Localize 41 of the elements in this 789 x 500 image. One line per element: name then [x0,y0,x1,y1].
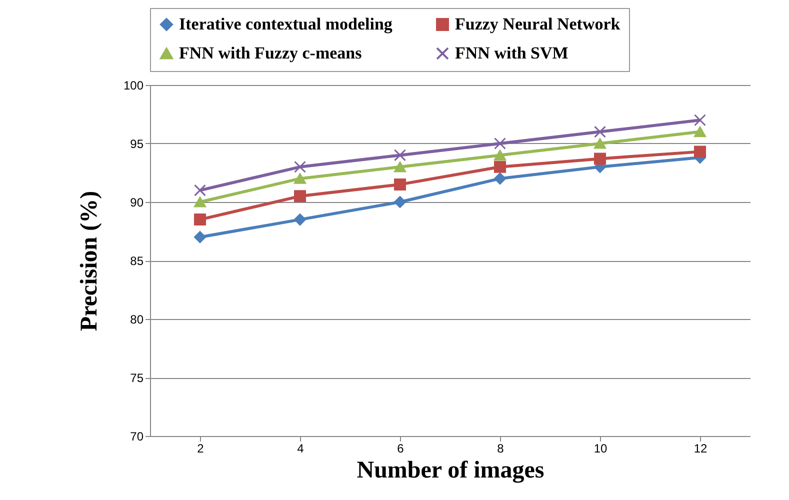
x-tick-label: 2 [197,442,204,456]
legend-label: FNN with SVM [455,44,568,62]
y-tick-label: 85 [130,254,144,268]
point [194,214,206,226]
legend-label: FNN with Fuzzy c-means [179,44,362,62]
point [494,160,506,173]
point [394,196,406,208]
point [594,152,606,165]
legend-label: Iterative contextual modeling [179,14,393,34]
x-tick-label: 8 [497,442,504,456]
x-tick-label: 10 [594,442,608,456]
y-tick-label: 70 [130,430,144,444]
y-tick-label: 80 [130,312,144,326]
point [194,184,206,196]
point [394,149,406,162]
point [394,178,406,190]
point [294,190,306,202]
y-tick-label: 75 [130,371,144,385]
point [694,126,706,138]
point [294,214,306,226]
point [294,160,306,173]
point [594,126,606,138]
point [294,173,306,184]
x-tick-label: 4 [297,442,304,456]
point [194,231,206,244]
point [394,162,406,172]
y-tick-label: 90 [130,196,144,210]
y-tick-label: 100 [123,78,144,92]
y-axis-title: Precision (%) [76,190,102,332]
point [594,138,606,149]
point [494,138,506,150]
point [194,196,206,208]
point [494,172,506,185]
x-axis-title: Number of images [356,458,544,484]
point [694,114,706,126]
legend-label: Fuzzy Neural Network [455,14,621,34]
x-tick-label: 12 [694,442,708,456]
y-tick-label: 95 [130,137,144,151]
point [494,150,506,160]
point [694,146,706,158]
x-tick-label: 6 [397,442,404,456]
